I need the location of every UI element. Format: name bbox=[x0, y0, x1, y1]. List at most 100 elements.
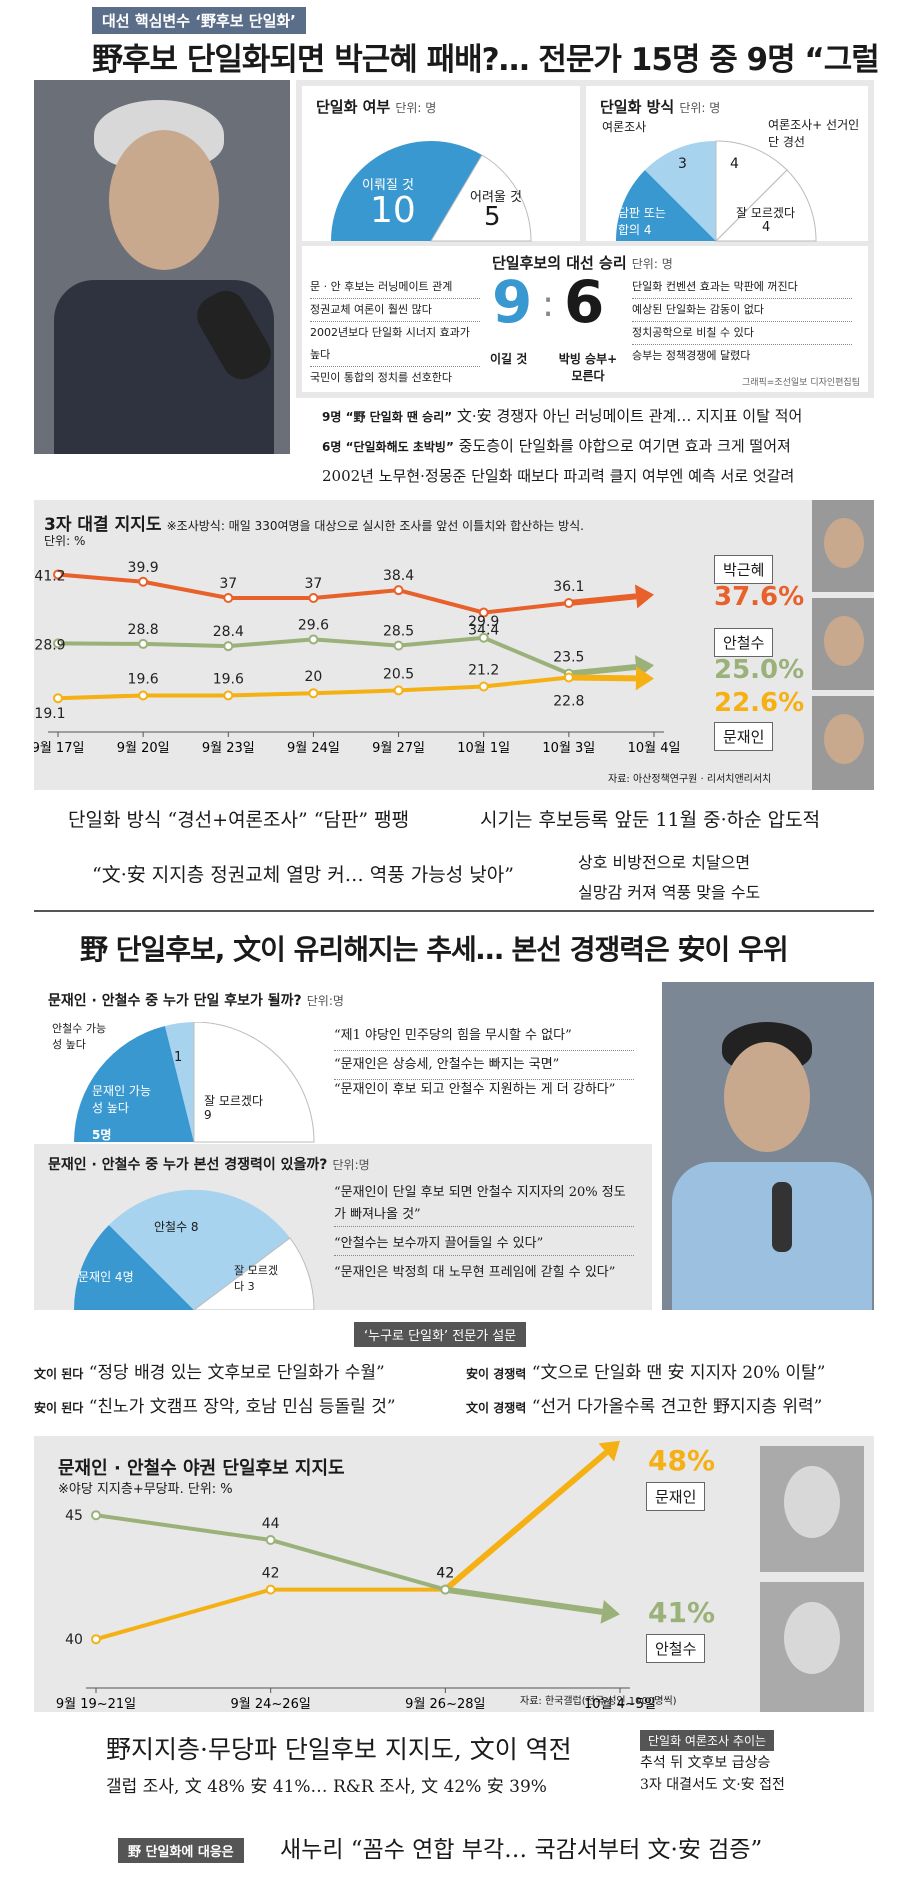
x-tick-label: 9월 20일 bbox=[117, 741, 170, 756]
data-label: 42 bbox=[262, 1566, 280, 1582]
side-line: 추석 뒤 文후보 급상승 bbox=[640, 1755, 771, 1771]
left-reason: 문 · 안 후보는 러닝메이트 관계 bbox=[310, 276, 480, 299]
x-tick-label: 9월 19~21일 bbox=[56, 1697, 136, 1712]
unify-no-slice bbox=[430, 154, 532, 242]
ahn-photo-large bbox=[662, 982, 874, 1310]
graphic-credit: 그래픽=조선일보 디자인편집팀 bbox=[741, 378, 860, 388]
unify-yes-slice bbox=[331, 141, 482, 241]
data-point bbox=[53, 693, 63, 704]
right-reason: 예상된 단일화는 감동이 없다 bbox=[632, 299, 852, 322]
data-point bbox=[223, 641, 234, 652]
side-lines: 추석 뒤 文후보 급상승 3자 대결서도 文·安 접전 bbox=[640, 1752, 785, 1796]
x-tick-label: 10월 4일 bbox=[628, 741, 681, 756]
legend-moon: 문재인 bbox=[714, 722, 774, 751]
unify-yes-value: 10 bbox=[370, 190, 416, 231]
chart1-svg: 9월 17일 9월 20일 9월 23일 9월 24일 9월 27일 10월 1일 10월 … bbox=[34, 560, 681, 756]
q2-title: 문재인 · 안철수 중 누가 본선 경쟁력이 있을까? bbox=[48, 1157, 328, 1173]
q2-quote: “안철수는 보수까지 끌어들일 수 있다” bbox=[334, 1233, 634, 1256]
data-label: 44 bbox=[262, 1516, 280, 1532]
data-label: 34.4 bbox=[468, 623, 499, 639]
data-label: 37 bbox=[219, 576, 237, 592]
data-point bbox=[138, 576, 149, 587]
data-point bbox=[563, 672, 574, 683]
survey-value: “정당 배경 있는 文후보로 단일화가 수월” bbox=[88, 1363, 385, 1383]
data-label: 38.4 bbox=[383, 568, 414, 584]
method-poll-value: 3 bbox=[678, 156, 687, 172]
chart1-source: 자료: 아산정책연구원 · 리서치앤리서치 bbox=[608, 774, 772, 785]
data-label: 40 bbox=[65, 1632, 83, 1648]
unify-unit: 단위: 명 bbox=[395, 101, 437, 115]
q2-quote: “문재인은 박정희 대 노무현 프레임에 갇힐 수 있다” bbox=[334, 1265, 616, 1280]
win-unit: 단위: 명 bbox=[631, 257, 673, 271]
data-point bbox=[265, 1535, 276, 1545]
moon-photo bbox=[34, 80, 290, 454]
q1-moon-value: 5명 bbox=[92, 1128, 112, 1142]
win-title: 단일후보의 대선 승리 bbox=[492, 254, 627, 272]
mid-head-1: 단일화 방식 “경선+여론조사” “담판” 팽팽 bbox=[68, 809, 410, 831]
data-point bbox=[478, 607, 489, 618]
legend-park: 박근혜 bbox=[714, 555, 774, 584]
subhead-bold: 6명 “단일화해도 초박빙” bbox=[322, 440, 454, 454]
chart1-panel: 3자 대결 지지도 ※조사방식: 매일 330여명을 대상으로 실시한 조사를 … bbox=[34, 500, 874, 790]
series-arrow-line bbox=[568, 593, 637, 607]
ahn-final: 25.0% bbox=[714, 655, 805, 685]
data-label: 29.6 bbox=[298, 617, 329, 633]
subhead-bold: 9명 “野 단일화 땐 승리” bbox=[322, 410, 453, 424]
data-label: 41.2 bbox=[34, 568, 65, 584]
q1-box: 문재인 · 안철수 중 누가 단일 후보가 될까? 단위:명 안철수 가능성 높… bbox=[34, 982, 652, 1144]
data-label: 19.1 bbox=[34, 706, 65, 722]
data-label: 19.6 bbox=[213, 671, 244, 687]
data-label: 29.9 bbox=[468, 614, 499, 630]
q1-quote: “문재인은 상승세, 안철수는 빠지는 국면” bbox=[334, 1051, 634, 1080]
q2-quote: “문재인이 단일 후보 되면 안철수 지지자의 20% 정도가 빠져나올 것” bbox=[334, 1182, 634, 1227]
data-point bbox=[440, 1584, 451, 1595]
side-line: 3자 대결서도 文·安 접전 bbox=[640, 1777, 785, 1793]
left-reason: 국민이 통합의 정치를 선호한다 bbox=[310, 371, 453, 384]
survey-value: “文으로 단일화 땐 安 지지자 20% 이탈” bbox=[531, 1363, 826, 1383]
data-label: 45 bbox=[65, 1508, 83, 1524]
survey-key: 文이 된다 bbox=[34, 1367, 84, 1381]
forecast-panel: 단일화 여부 단위: 명 이뤄질 것 10 어려울 것 5 단일화 방식 단위:… bbox=[296, 80, 874, 398]
chart2-title: 문재인 · 안철수 야권 단일후보 지지도 bbox=[58, 1458, 345, 1479]
q1-quote: “제1 야당인 민주당의 힘을 무시할 수 없다” bbox=[334, 1022, 634, 1051]
data-point bbox=[265, 1584, 276, 1595]
left-reason: 정권교체 여론이 훨씬 많다 bbox=[310, 299, 480, 322]
mid-head-4: 상호 비방전으로 치달으면 실망감 커져 역풍 맞을 수도 bbox=[578, 848, 760, 908]
series-arrow-line bbox=[444, 1586, 603, 1615]
bottom-sub: 갤럽 조사, 文 48% 安 41%… R&R 조사, 文 42% 安 39% bbox=[106, 1777, 547, 1797]
series-arrow-line bbox=[568, 663, 637, 677]
data-label: 21.2 bbox=[468, 662, 499, 678]
win-left-label: 이길 것 bbox=[490, 352, 528, 366]
data-label: 28.5 bbox=[383, 624, 414, 640]
q1-unknown-value: 9 bbox=[204, 1108, 212, 1122]
data-point bbox=[138, 690, 149, 701]
mid-head-4a: 상호 비방전으로 치달으면 bbox=[578, 853, 751, 872]
data-label: 28.8 bbox=[128, 622, 159, 638]
win-right-value: 6 bbox=[564, 268, 605, 336]
data-point bbox=[563, 598, 574, 609]
side-tag: 단일화 여론조사 추이는 bbox=[640, 1730, 775, 1751]
last-headline: 새누리 “꼼수 연합 부각… 국감서부터 文·安 검증” bbox=[280, 1837, 763, 1863]
unify-box: 단일화 여부 단위: 명 이뤄질 것 10 어려울 것 5 bbox=[302, 86, 580, 242]
section2-headline: 野 단일후보, 文이 유리해지는 추세… 본선 경쟁력은 安이 우위 bbox=[80, 933, 789, 966]
x-tick-label: 9월 26~28일 bbox=[405, 1697, 485, 1712]
x-tick-label: 10월 3일 bbox=[542, 741, 595, 756]
unify-no-value: 5 bbox=[484, 202, 501, 232]
data-point bbox=[393, 685, 404, 696]
method-poll-label: 여론조사 bbox=[602, 120, 647, 134]
series-arrow-line bbox=[443, 1450, 609, 1592]
method-unknown-label: 잘 모르겠다 bbox=[736, 206, 796, 220]
data-point bbox=[478, 632, 489, 643]
ahn-final-2: 41% bbox=[648, 1596, 716, 1629]
survey-tag: ‘누구로 단일화’ 전문가 설문 bbox=[354, 1322, 527, 1347]
data-label: 22.8 bbox=[553, 694, 584, 710]
win-box: 단일후보의 대선 승리 단위: 명 문 · 안 후보는 러닝메이트 관계 정권교… bbox=[302, 246, 868, 392]
data-point bbox=[393, 640, 404, 651]
data-point bbox=[308, 593, 319, 603]
chart1-title: 3자 대결 지지도 bbox=[44, 515, 162, 535]
method-talk-label: 담판 또는 합의 4 bbox=[618, 206, 666, 237]
unify-title: 단일화 여부 bbox=[316, 98, 391, 116]
q1-pie bbox=[74, 1022, 315, 1143]
ahn-photo-bw bbox=[760, 1582, 864, 1712]
method-unknown-value: 4 bbox=[762, 220, 771, 235]
